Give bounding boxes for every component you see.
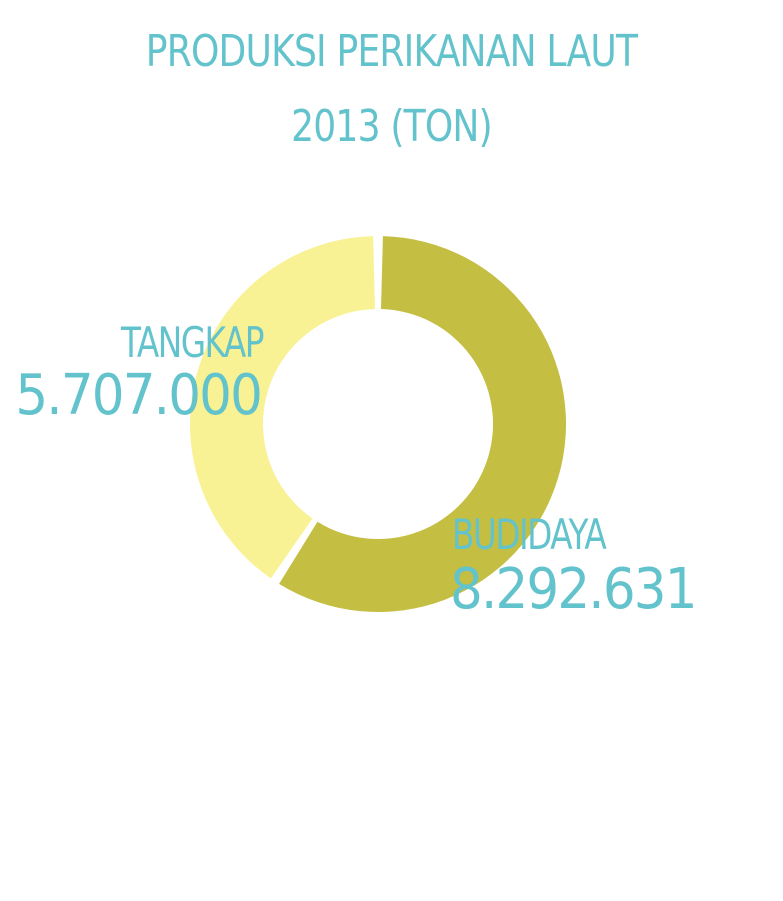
donut-slice-budidaya bbox=[279, 236, 566, 612]
slice-label-tangkap: TANGKAP bbox=[121, 318, 264, 367]
chart-title-line-2: 2013 (TON) bbox=[291, 101, 492, 152]
slice-label-budidaya: BUDIDAYA bbox=[452, 510, 607, 559]
chart-title-line-1: PRODUKSI PERIKANAN LAUT bbox=[145, 26, 638, 77]
slice-value-budidaya: 8.292.631 bbox=[450, 557, 697, 622]
slice-value-tangkap: 5.707.000 bbox=[15, 363, 262, 428]
donut-slice-tangkap bbox=[189, 236, 375, 579]
